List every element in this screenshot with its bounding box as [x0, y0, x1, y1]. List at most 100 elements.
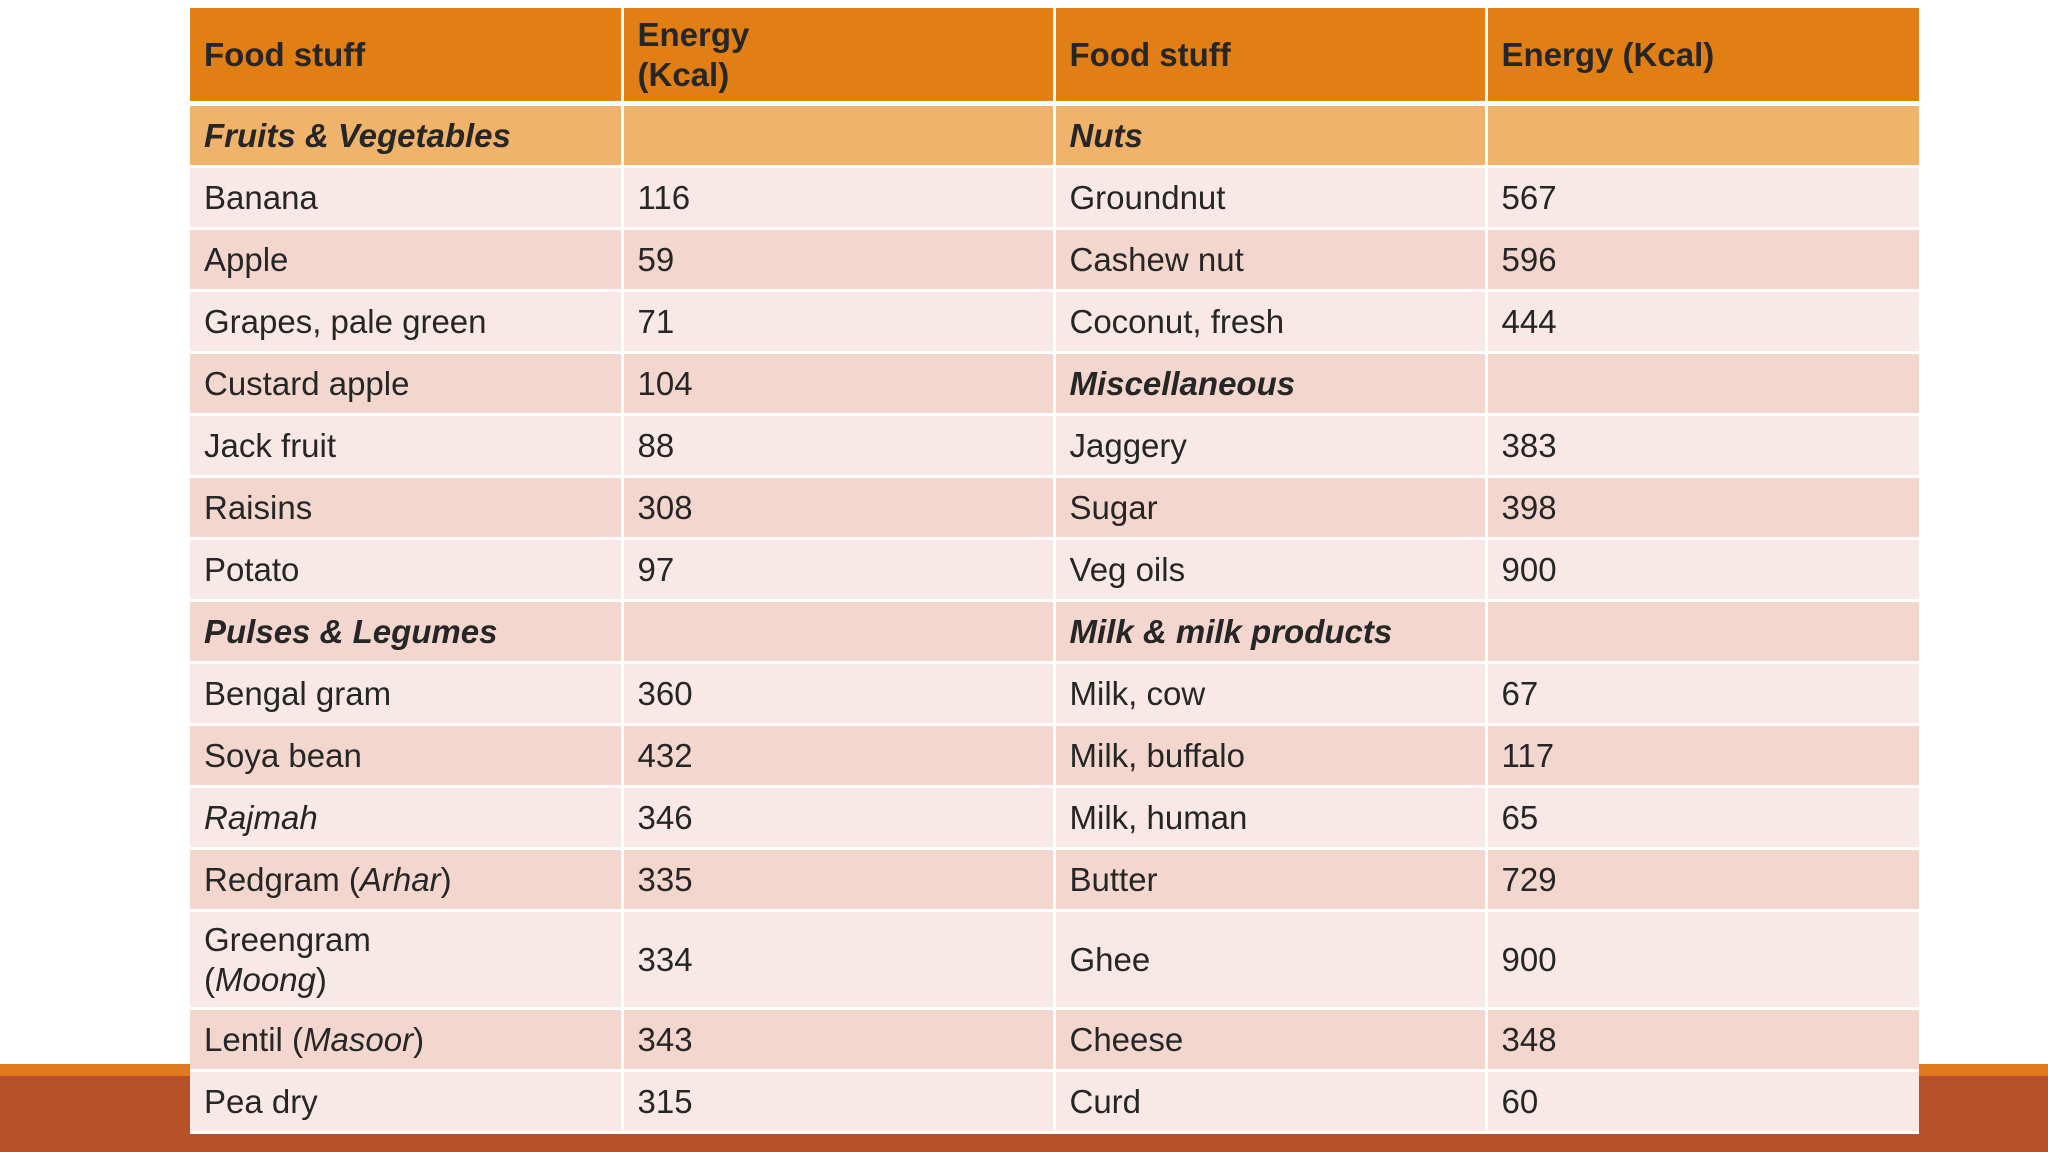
right-food-name-prefix: Milk, cow	[1069, 674, 1206, 712]
left-energy-value: 71	[622, 290, 1056, 354]
left-food-name-prefix: Banana	[204, 178, 318, 216]
right-food-cell: Coconut, fresh	[1054, 290, 1488, 354]
right-food-name-prefix: Cashew nut	[1069, 240, 1244, 278]
right-energy-value	[1486, 103, 1919, 168]
right-food-cell: Cashew nut	[1054, 228, 1488, 292]
right-energy-value: 65	[1486, 786, 1919, 850]
left-energy-value: 315	[622, 1070, 1056, 1134]
left-food-name-prefix: Jack fruit	[204, 426, 337, 464]
right-food-name-prefix: Veg oils	[1069, 550, 1186, 588]
right-food-name-prefix: Milk, human	[1069, 798, 1248, 836]
left-food-cell: Redgram (Arhar)	[190, 848, 624, 912]
right-food-cell: Cheese	[1054, 1008, 1488, 1072]
left-energy-value: 343	[622, 1008, 1056, 1072]
left-food-name-prefix: Redgram (	[204, 860, 360, 898]
right-food-name-prefix: Milk, buffalo	[1069, 736, 1245, 774]
right-food-name-prefix: Coconut, fresh	[1069, 302, 1285, 340]
table-row: Jack fruit 88 Jaggery 383	[190, 414, 1919, 478]
table-row: Pea dry 315 Curd 60	[190, 1070, 1919, 1134]
left-food-name-prefix: Bengal gram	[204, 674, 392, 712]
left-energy-value: 334	[622, 910, 1056, 1010]
right-energy-value: 729	[1486, 848, 1919, 912]
right-group-heading: Nuts	[1069, 116, 1143, 154]
left-energy-value: 360	[622, 662, 1056, 726]
right-energy-value: 900	[1486, 538, 1919, 602]
right-food-cell: Butter	[1054, 848, 1488, 912]
right-energy-value	[1486, 352, 1919, 416]
table-row: Custard apple 104 Miscellaneous	[190, 352, 1919, 416]
right-food-cell: Milk, human	[1054, 786, 1488, 850]
table-row: Raisins 308 Sugar 398	[190, 476, 1919, 540]
left-energy-value: 308	[622, 476, 1056, 540]
right-energy-value	[1486, 600, 1919, 664]
header-energy-line1: Energy	[637, 15, 750, 53]
table-row: Rajmah 346 Milk, human 65	[190, 786, 1919, 850]
right-energy-value: 444	[1486, 290, 1919, 354]
table-row: Potato 97 Veg oils 900	[190, 538, 1919, 602]
right-food-cell: Milk, cow	[1054, 662, 1488, 726]
right-food-cell: Sugar	[1054, 476, 1488, 540]
right-energy-value: 67	[1486, 662, 1919, 726]
left-food-name-prefix: Lentil (	[204, 1020, 304, 1058]
left-food-name-italic: Moong	[215, 960, 316, 998]
left-energy-value: 432	[622, 724, 1056, 788]
left-food-name-italic: Rajmah	[204, 798, 318, 836]
left-food-name-prefix: Grapes, pale green	[204, 302, 487, 340]
left-energy-value: 104	[622, 352, 1056, 416]
left-food-cell: Grapes, pale green	[190, 290, 624, 354]
left-food-name-suffix: )	[440, 860, 452, 898]
right-energy-value: 348	[1486, 1008, 1919, 1072]
table-row: Grapes, pale green 71 Coconut, fresh 444	[190, 290, 1919, 354]
left-food-cell: Jack fruit	[190, 414, 624, 478]
left-food-cell: Banana	[190, 166, 624, 230]
left-food-cell: Lentil (Masoor)	[190, 1008, 624, 1072]
table-row: Lentil (Masoor) 343 Cheese 348	[190, 1008, 1919, 1072]
left-food-name-suffix: )	[315, 960, 327, 998]
right-food-name-prefix: Sugar	[1069, 488, 1158, 526]
right-food-cell: Milk & milk products	[1054, 600, 1488, 664]
table-row: Fruits & Vegetables Nuts	[190, 103, 1919, 168]
right-food-cell: Jaggery	[1054, 414, 1488, 478]
left-food-cell: Bengal gram	[190, 662, 624, 726]
left-food-cell: Soya bean	[190, 724, 624, 788]
left-food-cell: Fruits & Vegetables	[190, 103, 624, 168]
left-food-name-italic: Arhar	[359, 860, 441, 898]
left-energy-value	[622, 600, 1056, 664]
header-energy-left: Energy (Kcal)	[622, 8, 1056, 106]
left-food-cell: Pulses & Legumes	[190, 600, 624, 664]
header-energy-line2: (Kcal)	[637, 55, 730, 93]
table-row: Apple 59 Cashew nut 596	[190, 228, 1919, 292]
table-header-row: Food stuff Energy (Kcal) Food stuff Energ…	[190, 8, 1919, 106]
left-group-heading: Fruits & Vegetables	[204, 116, 511, 154]
left-food-cell: Greengram (Moong)	[190, 910, 624, 1010]
left-food-name-prefix: Potato	[204, 550, 300, 588]
right-group-heading: Milk & milk products	[1069, 612, 1393, 650]
right-energy-value: 900	[1486, 910, 1919, 1010]
right-group-heading: Miscellaneous	[1069, 364, 1296, 402]
header-food-stuff-right: Food stuff	[1054, 8, 1488, 106]
table-row: Greengram (Moong) 334 Ghee 900	[190, 910, 1919, 1010]
left-food-name-italic: Masoor	[303, 1020, 414, 1058]
right-energy-value: 398	[1486, 476, 1919, 540]
right-food-cell: Groundnut	[1054, 166, 1488, 230]
left-food-name-prefix: Pea dry	[204, 1082, 318, 1120]
left-energy-value: 97	[622, 538, 1056, 602]
right-food-cell: Ghee	[1054, 910, 1488, 1010]
left-energy-value: 335	[622, 848, 1056, 912]
left-food-cell: Potato	[190, 538, 624, 602]
right-food-cell: Nuts	[1054, 103, 1488, 168]
left-energy-value	[622, 103, 1056, 168]
right-food-cell: Milk, buffalo	[1054, 724, 1488, 788]
right-energy-value: 383	[1486, 414, 1919, 478]
left-energy-value: 88	[622, 414, 1056, 478]
left-energy-value: 346	[622, 786, 1056, 850]
table-row: Redgram (Arhar) 335 Butter 729	[190, 848, 1919, 912]
left-food-cell: Apple	[190, 228, 624, 292]
left-food-name-prefix: Greengram(	[204, 920, 371, 998]
right-food-name-prefix: Butter	[1069, 860, 1158, 898]
right-energy-value: 596	[1486, 228, 1919, 292]
right-food-name-prefix: Ghee	[1069, 940, 1151, 978]
right-energy-value: 60	[1486, 1070, 1919, 1134]
left-food-name-prefix: Raisins	[204, 488, 313, 526]
header-food-stuff-left: Food stuff	[190, 8, 624, 106]
